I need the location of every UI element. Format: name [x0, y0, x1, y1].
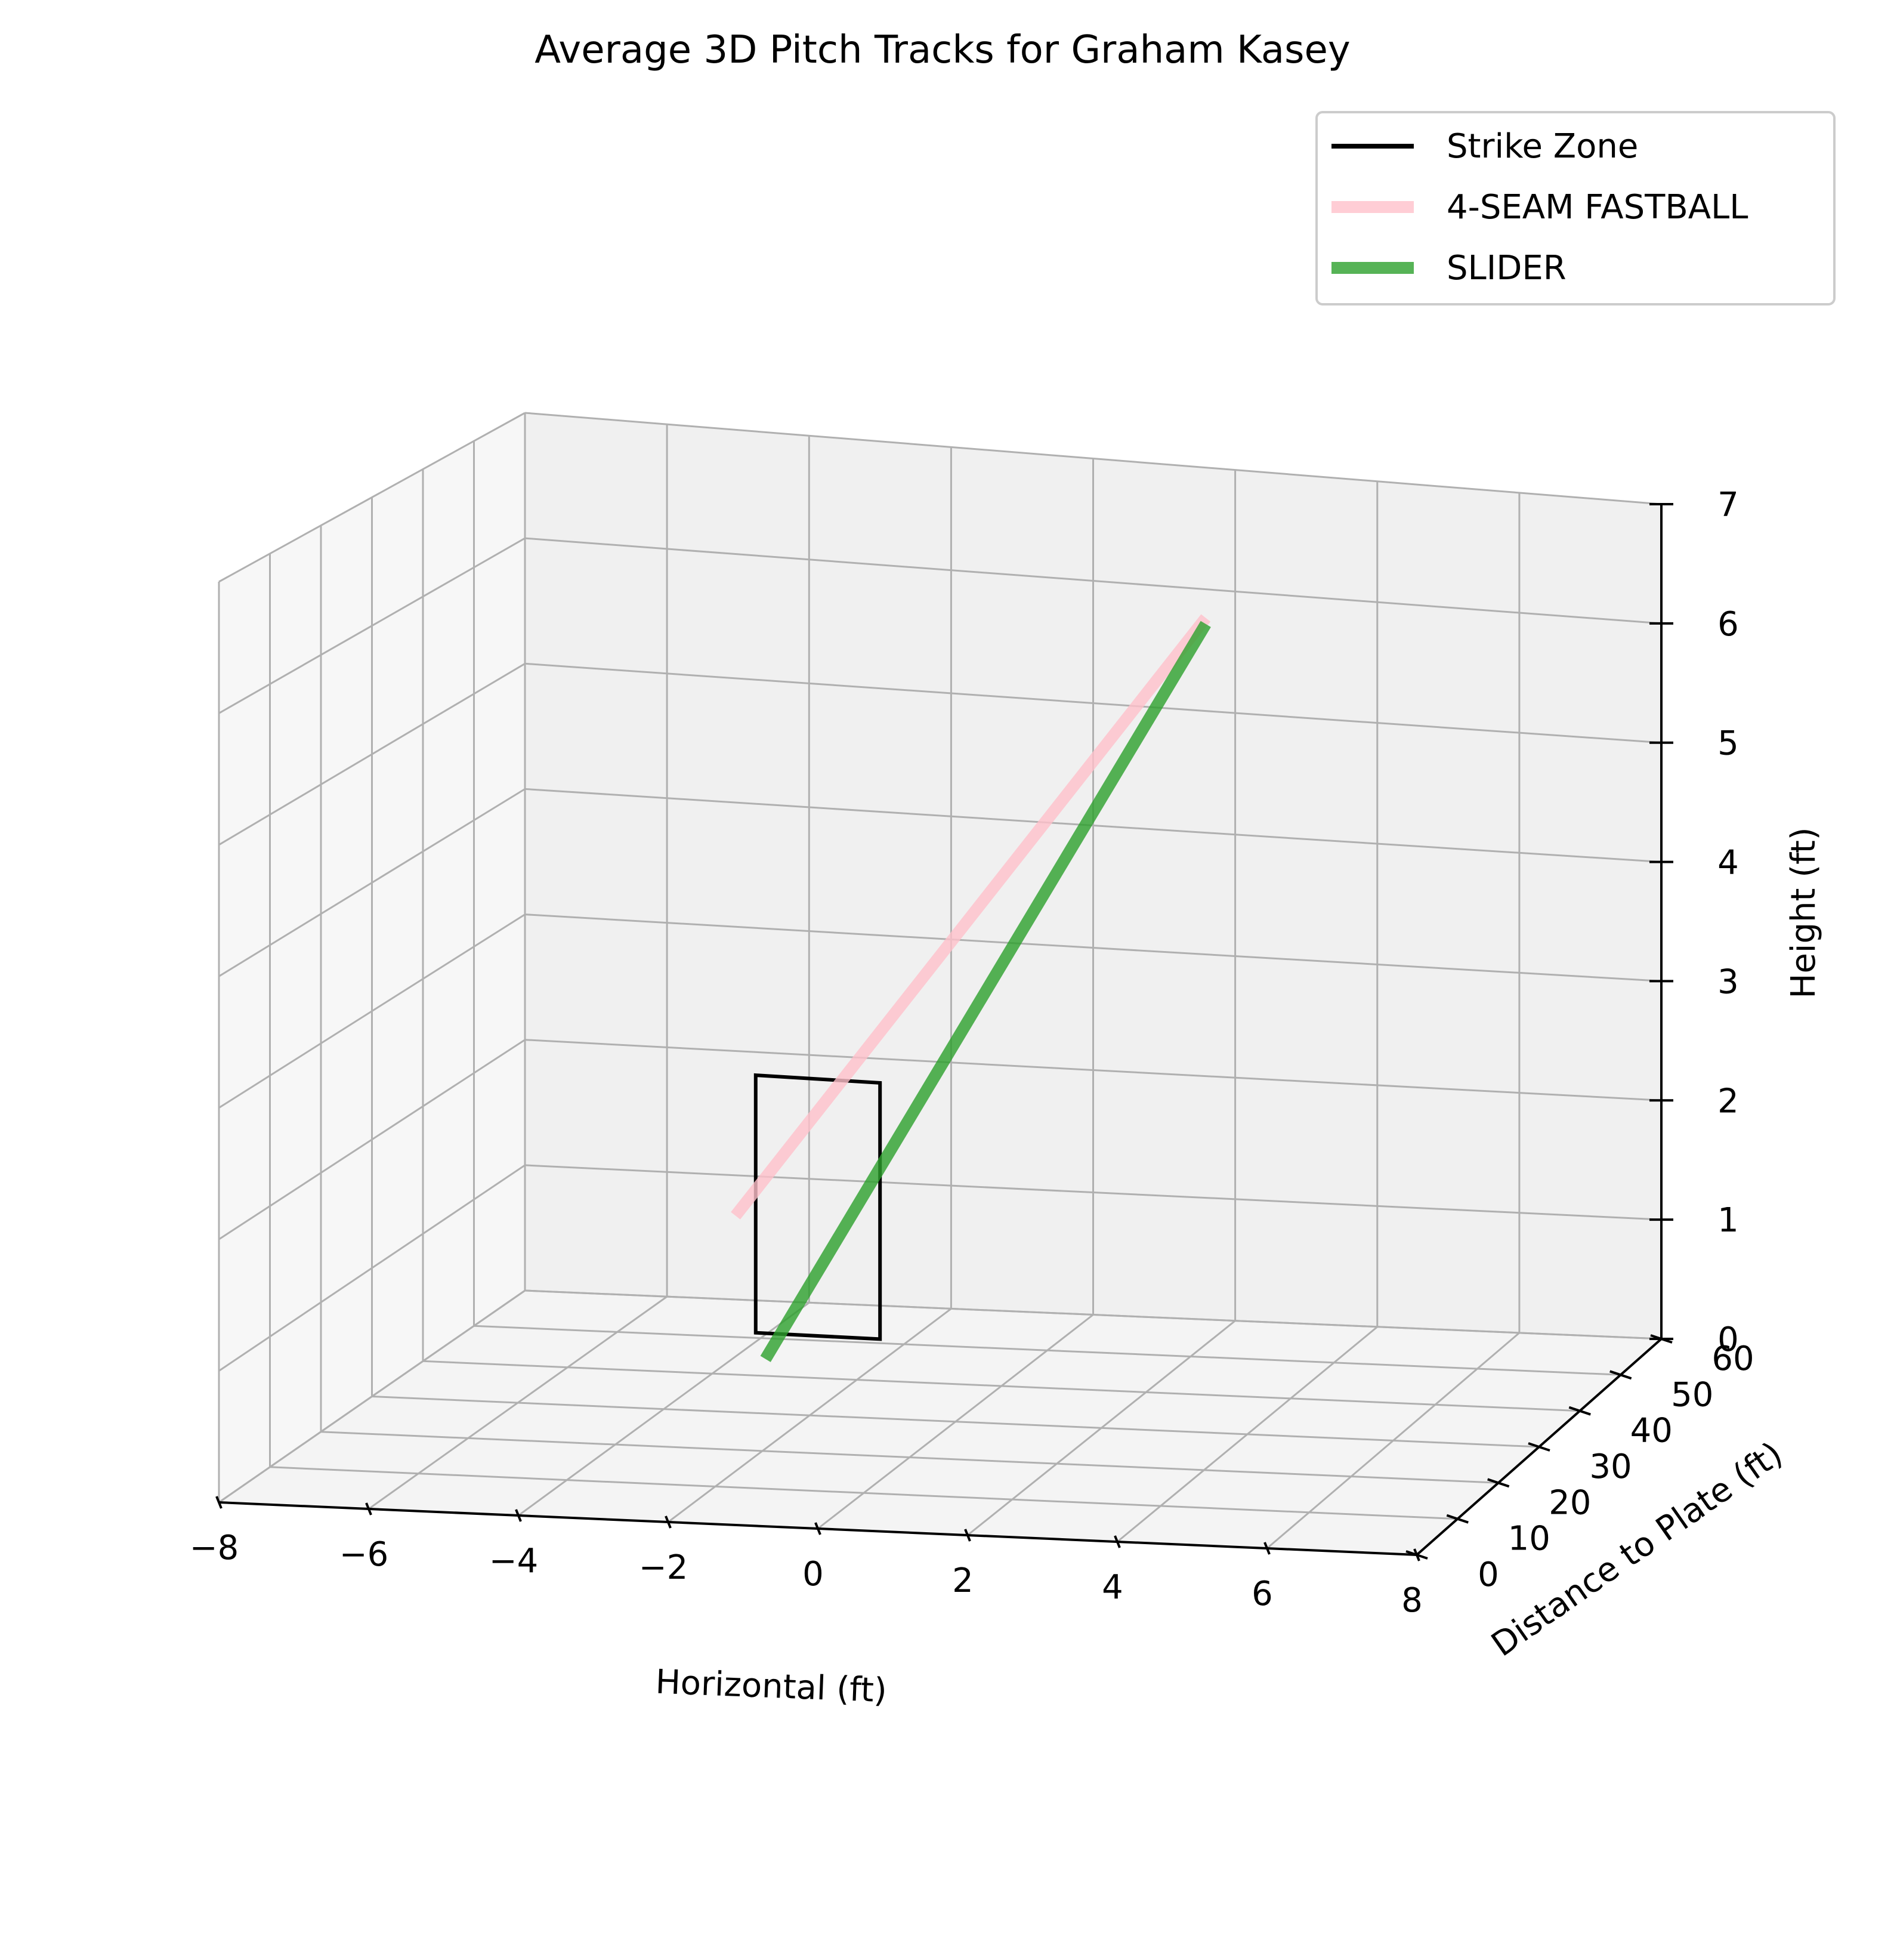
grid-lines: [218, 412, 1663, 1556]
legend-label-slider: SLIDER: [1447, 249, 1567, 288]
z-tick-label: 6: [1717, 605, 1739, 644]
x-tick: [1114, 1535, 1121, 1548]
z-tick-label: 5: [1717, 724, 1739, 763]
z-tick-label: 1: [1717, 1201, 1739, 1240]
x-tick: [515, 1509, 522, 1522]
left-grid-line-z: [218, 913, 526, 1109]
legend: Strike Zone 4-SEAM FASTBALL SLIDER: [1315, 111, 1836, 305]
z-tick-label: 7: [1717, 486, 1739, 524]
z-axis-label: Height (ft): [1784, 827, 1823, 998]
data-marks: [731, 614, 1211, 1362]
y-tick: [1609, 1370, 1632, 1380]
back-grid-line-z: [524, 1164, 1662, 1221]
y-tick: [1528, 1442, 1550, 1452]
left-grid-line-z: [218, 788, 526, 977]
left-grid-line-z: [218, 1039, 526, 1240]
x-tick-label: 4: [1102, 1568, 1123, 1607]
floor-grid-line-y: [422, 1360, 1580, 1412]
x-axis-label: Horizontal (ft): [655, 1663, 888, 1711]
strike-zone-rect: [753, 1073, 882, 1341]
left-grid-line-z: [218, 412, 526, 583]
x-tick-label: −8: [190, 1529, 239, 1567]
legend-label-4-seam-fastball: 4-SEAM FASTBALL: [1447, 188, 1748, 227]
floor-grid-line-y: [474, 1325, 1621, 1376]
x-tick-label: −6: [339, 1535, 389, 1574]
4-seam-fastball-track: [731, 614, 1211, 1220]
y-tick-label: 50: [1671, 1375, 1713, 1414]
x-tick-label: −2: [639, 1548, 688, 1587]
x-tick-label: 6: [1252, 1575, 1273, 1613]
back-grid-line-z: [524, 913, 1662, 982]
x-tick: [365, 1502, 372, 1515]
x-tick-label: 2: [952, 1561, 974, 1600]
left-grid-line-z: [218, 1289, 526, 1504]
x-tick: [215, 1496, 223, 1509]
axis-lines: [215, 503, 1673, 1561]
back-grid-line-z: [524, 1289, 1662, 1340]
z-tick-label: 3: [1717, 962, 1739, 1001]
left-grid-line-z: [218, 1164, 526, 1372]
y-tick-label: 60: [1711, 1339, 1754, 1378]
y-tick: [1405, 1550, 1428, 1560]
y-tick: [1487, 1478, 1510, 1488]
z-tick-label: 2: [1717, 1082, 1739, 1121]
y-tick-label: 0: [1478, 1555, 1499, 1594]
left-grid-line-z: [218, 537, 526, 714]
x-tick: [964, 1529, 971, 1542]
x-tick-label: −4: [489, 1542, 539, 1581]
floor-grid-line-y: [320, 1431, 1499, 1484]
left-grid-line-z: [218, 663, 526, 846]
back-grid-line-z: [524, 662, 1662, 744]
x-tick-label: 0: [802, 1555, 824, 1594]
slider-track: [760, 621, 1211, 1362]
back-grid-line-z: [524, 788, 1662, 863]
x-tick-label: 8: [1401, 1581, 1423, 1620]
z-tick-label: 0: [1717, 1320, 1739, 1359]
y-tick: [1446, 1514, 1469, 1524]
y-tick-label: 40: [1630, 1412, 1673, 1450]
y-tick-label: 30: [1589, 1447, 1632, 1486]
chart-title: Average 3D Pitch Tracks for Graham Kasey: [535, 28, 1350, 72]
floor-grid-line-y: [270, 1466, 1458, 1520]
y-tick-label: 20: [1549, 1483, 1591, 1522]
floor-grid-line-y: [372, 1396, 1540, 1448]
back-grid-line-z: [524, 1039, 1662, 1101]
x-tick: [814, 1522, 821, 1535]
floor-pane: [219, 1291, 1661, 1555]
x-tick: [665, 1515, 672, 1529]
x-tick: [1263, 1542, 1271, 1555]
legend-box: [1315, 111, 1836, 305]
back-grid-line-z: [524, 412, 1662, 505]
back-grid-line-z: [524, 537, 1662, 625]
y-tick: [1568, 1406, 1591, 1416]
y-tick-label: 10: [1508, 1520, 1550, 1558]
legend-label-strike-zone: Strike Zone: [1447, 127, 1638, 166]
z-tick-label: 4: [1717, 844, 1739, 882]
